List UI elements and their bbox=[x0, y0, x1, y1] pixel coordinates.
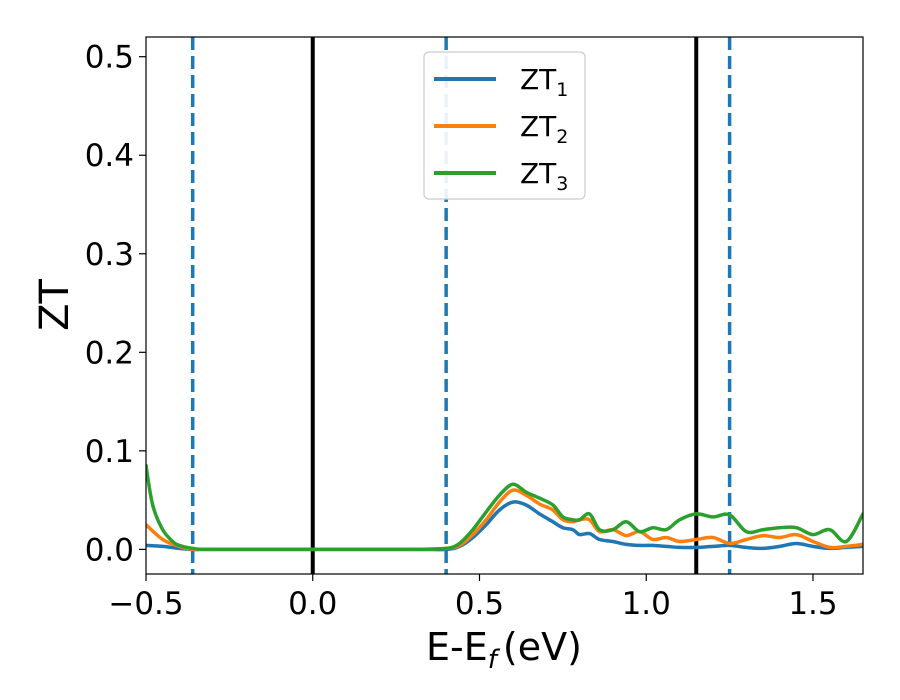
x-tick-label: 0.5 bbox=[455, 586, 504, 622]
y-tick-label: 0.2 bbox=[85, 335, 134, 371]
x-axis: −0.5 0.0 0.5 1.0 1.5 bbox=[108, 574, 838, 622]
legend: ZT1 ZT2 ZT3 bbox=[423, 51, 586, 200]
x-tick-label: −0.5 bbox=[108, 586, 183, 622]
legend-label-zt1: ZT1 bbox=[520, 63, 568, 101]
reference-lines bbox=[190, 37, 732, 574]
x-tick-label: 0.0 bbox=[288, 586, 337, 622]
plot-frame bbox=[145, 36, 864, 575]
x-tick-label: 1.5 bbox=[788, 586, 837, 622]
x-tick-label: 1.0 bbox=[622, 586, 671, 622]
series-layer bbox=[146, 463, 863, 552]
legend-label-zt2: ZT2 bbox=[520, 110, 568, 148]
legend-label-zt3: ZT3 bbox=[520, 157, 568, 195]
y-tick-label: 0.1 bbox=[85, 434, 134, 470]
y-tick-label: 0.3 bbox=[85, 237, 134, 273]
y-axis-label: ZT bbox=[32, 279, 78, 331]
y-tick-label: 0.0 bbox=[85, 532, 134, 568]
y-axis: 0.0 0.1 0.2 0.3 0.4 0.5 bbox=[85, 40, 146, 568]
y-tick-label: 0.4 bbox=[85, 138, 134, 174]
series-line-zt3 bbox=[146, 463, 863, 552]
y-tick-label: 0.5 bbox=[85, 40, 134, 76]
legend-box bbox=[423, 51, 586, 200]
x-axis-label: E-Ef (eV) bbox=[426, 625, 582, 675]
